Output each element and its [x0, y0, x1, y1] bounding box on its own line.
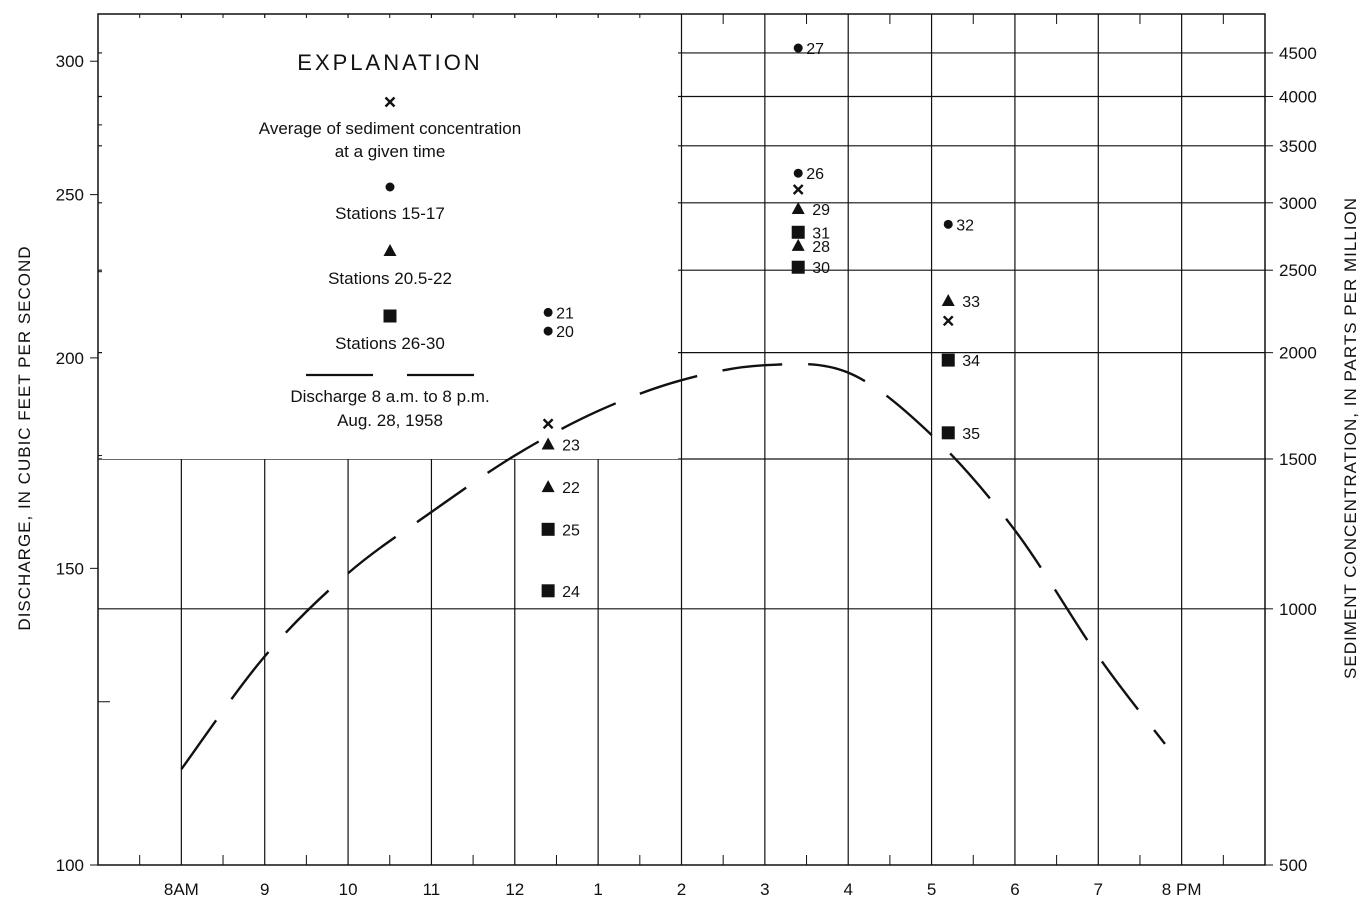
right-axis-label: SEDIMENT CONCENTRATION, IN PARTS PER MIL…: [1341, 197, 1360, 679]
sediment-point-triangle: [791, 238, 805, 251]
sediment-point-x: [542, 418, 554, 430]
legend-marker-x: [384, 96, 396, 108]
x-tick-label: 8 PM: [1162, 880, 1202, 899]
point-label: 34: [962, 353, 980, 370]
left-tick-label: 100: [56, 856, 84, 875]
right-tick-label: 4500: [1279, 44, 1317, 63]
right-tick-label: 500: [1279, 856, 1307, 875]
right-tick-label: 3000: [1279, 194, 1317, 213]
sediment-point-square: [541, 522, 555, 536]
x-axis: 8AM 9 10 11 12 1 2 3 4 5 6 7 8 PM: [139, 14, 1224, 899]
right-tick-label: 2000: [1279, 344, 1317, 363]
right-tick-label: 2500: [1279, 261, 1317, 280]
x-tick-label: 9: [260, 880, 269, 899]
legend-entry-text: Stations 20.5-22: [328, 269, 452, 288]
point-label: 31: [812, 225, 830, 242]
sediment-point-square: [791, 225, 805, 239]
sediment-point-x: [942, 315, 954, 327]
x-tick-label: 10: [339, 880, 358, 899]
legend-title: EXPLANATION: [297, 50, 482, 75]
plot-border: [97, 13, 1266, 866]
sediment-point-circle: [943, 219, 953, 229]
legend-marker-triangle: [383, 244, 397, 256]
x-tick-label: 4: [843, 880, 852, 899]
x-tick-label: 11: [423, 880, 441, 899]
right-y-axis: 500 1000 1500 2000 2500 3000 3500 4000 4500: [1265, 44, 1317, 875]
x-tick-label: 6: [1010, 880, 1019, 899]
legend: EXPLANATION Average of sediment concentra…: [259, 50, 521, 430]
point-label: 32: [956, 217, 974, 234]
point-label: 21: [556, 305, 574, 322]
right-tick-label: 1500: [1279, 450, 1317, 469]
sediment-point-triangle: [541, 437, 555, 450]
legend-marker-x-stroke: [384, 96, 396, 108]
left-y-axis: 100 150 200 250 300: [56, 52, 110, 875]
sediment-point-triangle: [541, 480, 555, 493]
point-label: 23: [562, 437, 580, 454]
point-label: 27: [806, 41, 824, 58]
right-tick-label: 3500: [1279, 137, 1317, 156]
plot-frame: [97, 13, 1266, 866]
sediment-point-square: [541, 584, 555, 598]
sediment-point-x-stroke: [542, 418, 554, 430]
left-axis-label: DISCHARGE, IN CUBIC FEET PER SECOND: [15, 245, 34, 630]
discharge-line: [180, 362, 1166, 770]
sediment-point-x-stroke: [942, 315, 954, 327]
sediment-point-square: [941, 426, 955, 440]
sediment-point-circle: [543, 307, 553, 317]
point-label: 35: [962, 426, 980, 443]
x-tick-label: 1: [593, 880, 602, 899]
sediment-point-triangle: [791, 202, 805, 215]
legend-entry-text: at a given time: [335, 142, 446, 161]
sediment-point-x-stroke: [792, 184, 804, 195]
point-label: 24: [562, 584, 580, 601]
left-tick-label: 250: [56, 186, 84, 205]
point-label: 33: [962, 294, 980, 311]
left-tick-label: 150: [56, 559, 84, 578]
legend-background: [102, 18, 678, 459]
left-tick-label: 200: [56, 349, 84, 368]
legend-entry-text: Stations 15-17: [335, 204, 445, 223]
sediment-point-x: [792, 184, 804, 195]
x-tick-label: 5: [927, 880, 936, 899]
legend-entry-text: Discharge 8 a.m. to 8 p.m.: [290, 387, 489, 406]
sediment-point-circle: [793, 43, 803, 53]
sediment-point-square: [941, 353, 955, 367]
right-tick-label: 1000: [1279, 600, 1317, 619]
legend-entry-text: Stations 26-30: [335, 334, 445, 353]
left-tick-label: 300: [56, 52, 84, 71]
sediment-point-triangle: [941, 293, 955, 306]
x-tick-label: 2: [677, 880, 686, 899]
legend-entry-text: Average of sediment concentration: [259, 119, 521, 138]
point-label: 22: [562, 480, 580, 497]
point-label: 28: [812, 239, 830, 256]
discharge-curve: [180, 362, 1166, 770]
right-tick-label: 4000: [1279, 87, 1317, 106]
point-label: 26: [806, 166, 824, 183]
point-label: 20: [556, 324, 574, 341]
legend-marker-square: [383, 309, 397, 323]
legend-marker-circle: [385, 182, 395, 192]
legend-entry-text: Aug. 28, 1958: [337, 411, 443, 430]
sediment-point-circle: [543, 326, 553, 336]
sediment-point-circle: [793, 168, 803, 178]
sediment-point-square: [791, 260, 805, 274]
point-label: 25: [562, 522, 580, 539]
x-tick-label: 12: [505, 880, 524, 899]
x-tick-label: 7: [1094, 880, 1103, 899]
x-tick-label: 8AM: [164, 880, 199, 899]
point-label: 30: [812, 260, 830, 277]
x-tick-label: 3: [760, 880, 769, 899]
point-label: 29: [812, 202, 830, 219]
